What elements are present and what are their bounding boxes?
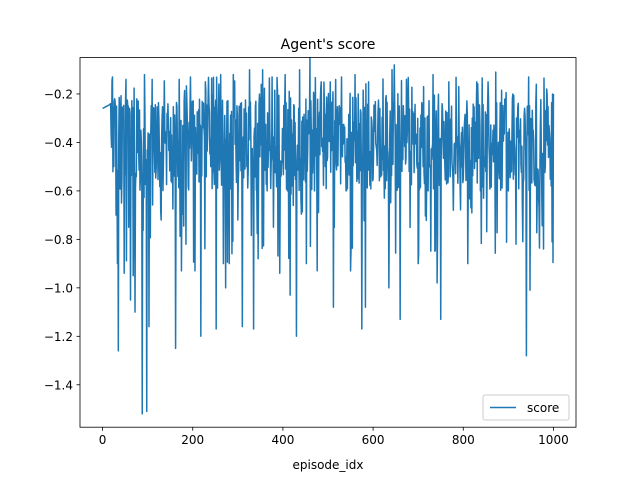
legend-label-score: score xyxy=(527,401,559,415)
y-tick-label: −0.2 xyxy=(44,87,73,101)
chart-title: Agent's score xyxy=(281,37,376,53)
y-tick-label: −0.6 xyxy=(44,184,73,198)
y-tick-label: −1.2 xyxy=(44,330,73,344)
x-axis: 0 200 400 600 800 1000 xyxy=(99,427,569,447)
y-tick-label: −0.4 xyxy=(44,136,73,150)
x-tick-label: 800 xyxy=(452,433,475,447)
legend-box xyxy=(482,394,570,421)
y-tick-label: −1.0 xyxy=(44,281,73,295)
axes-frame xyxy=(79,57,577,428)
x-axis-label: episode_idx xyxy=(293,458,364,472)
x-tick-label: 1000 xyxy=(538,433,569,447)
legend: score xyxy=(482,394,570,421)
y-tick-label: −1.4 xyxy=(44,378,73,392)
x-tick-label: 200 xyxy=(181,433,204,447)
x-tick-label: 600 xyxy=(362,433,385,447)
x-tick-label: 0 xyxy=(99,433,107,447)
plot-area xyxy=(102,56,555,415)
x-tick-label: 400 xyxy=(271,433,294,447)
y-axis: −0.2 −0.4 −0.6 −0.8 −1.0 −1.2 −1.4 xyxy=(44,87,80,392)
y-tick-label: −0.8 xyxy=(44,233,73,247)
series-line-score xyxy=(102,56,555,415)
